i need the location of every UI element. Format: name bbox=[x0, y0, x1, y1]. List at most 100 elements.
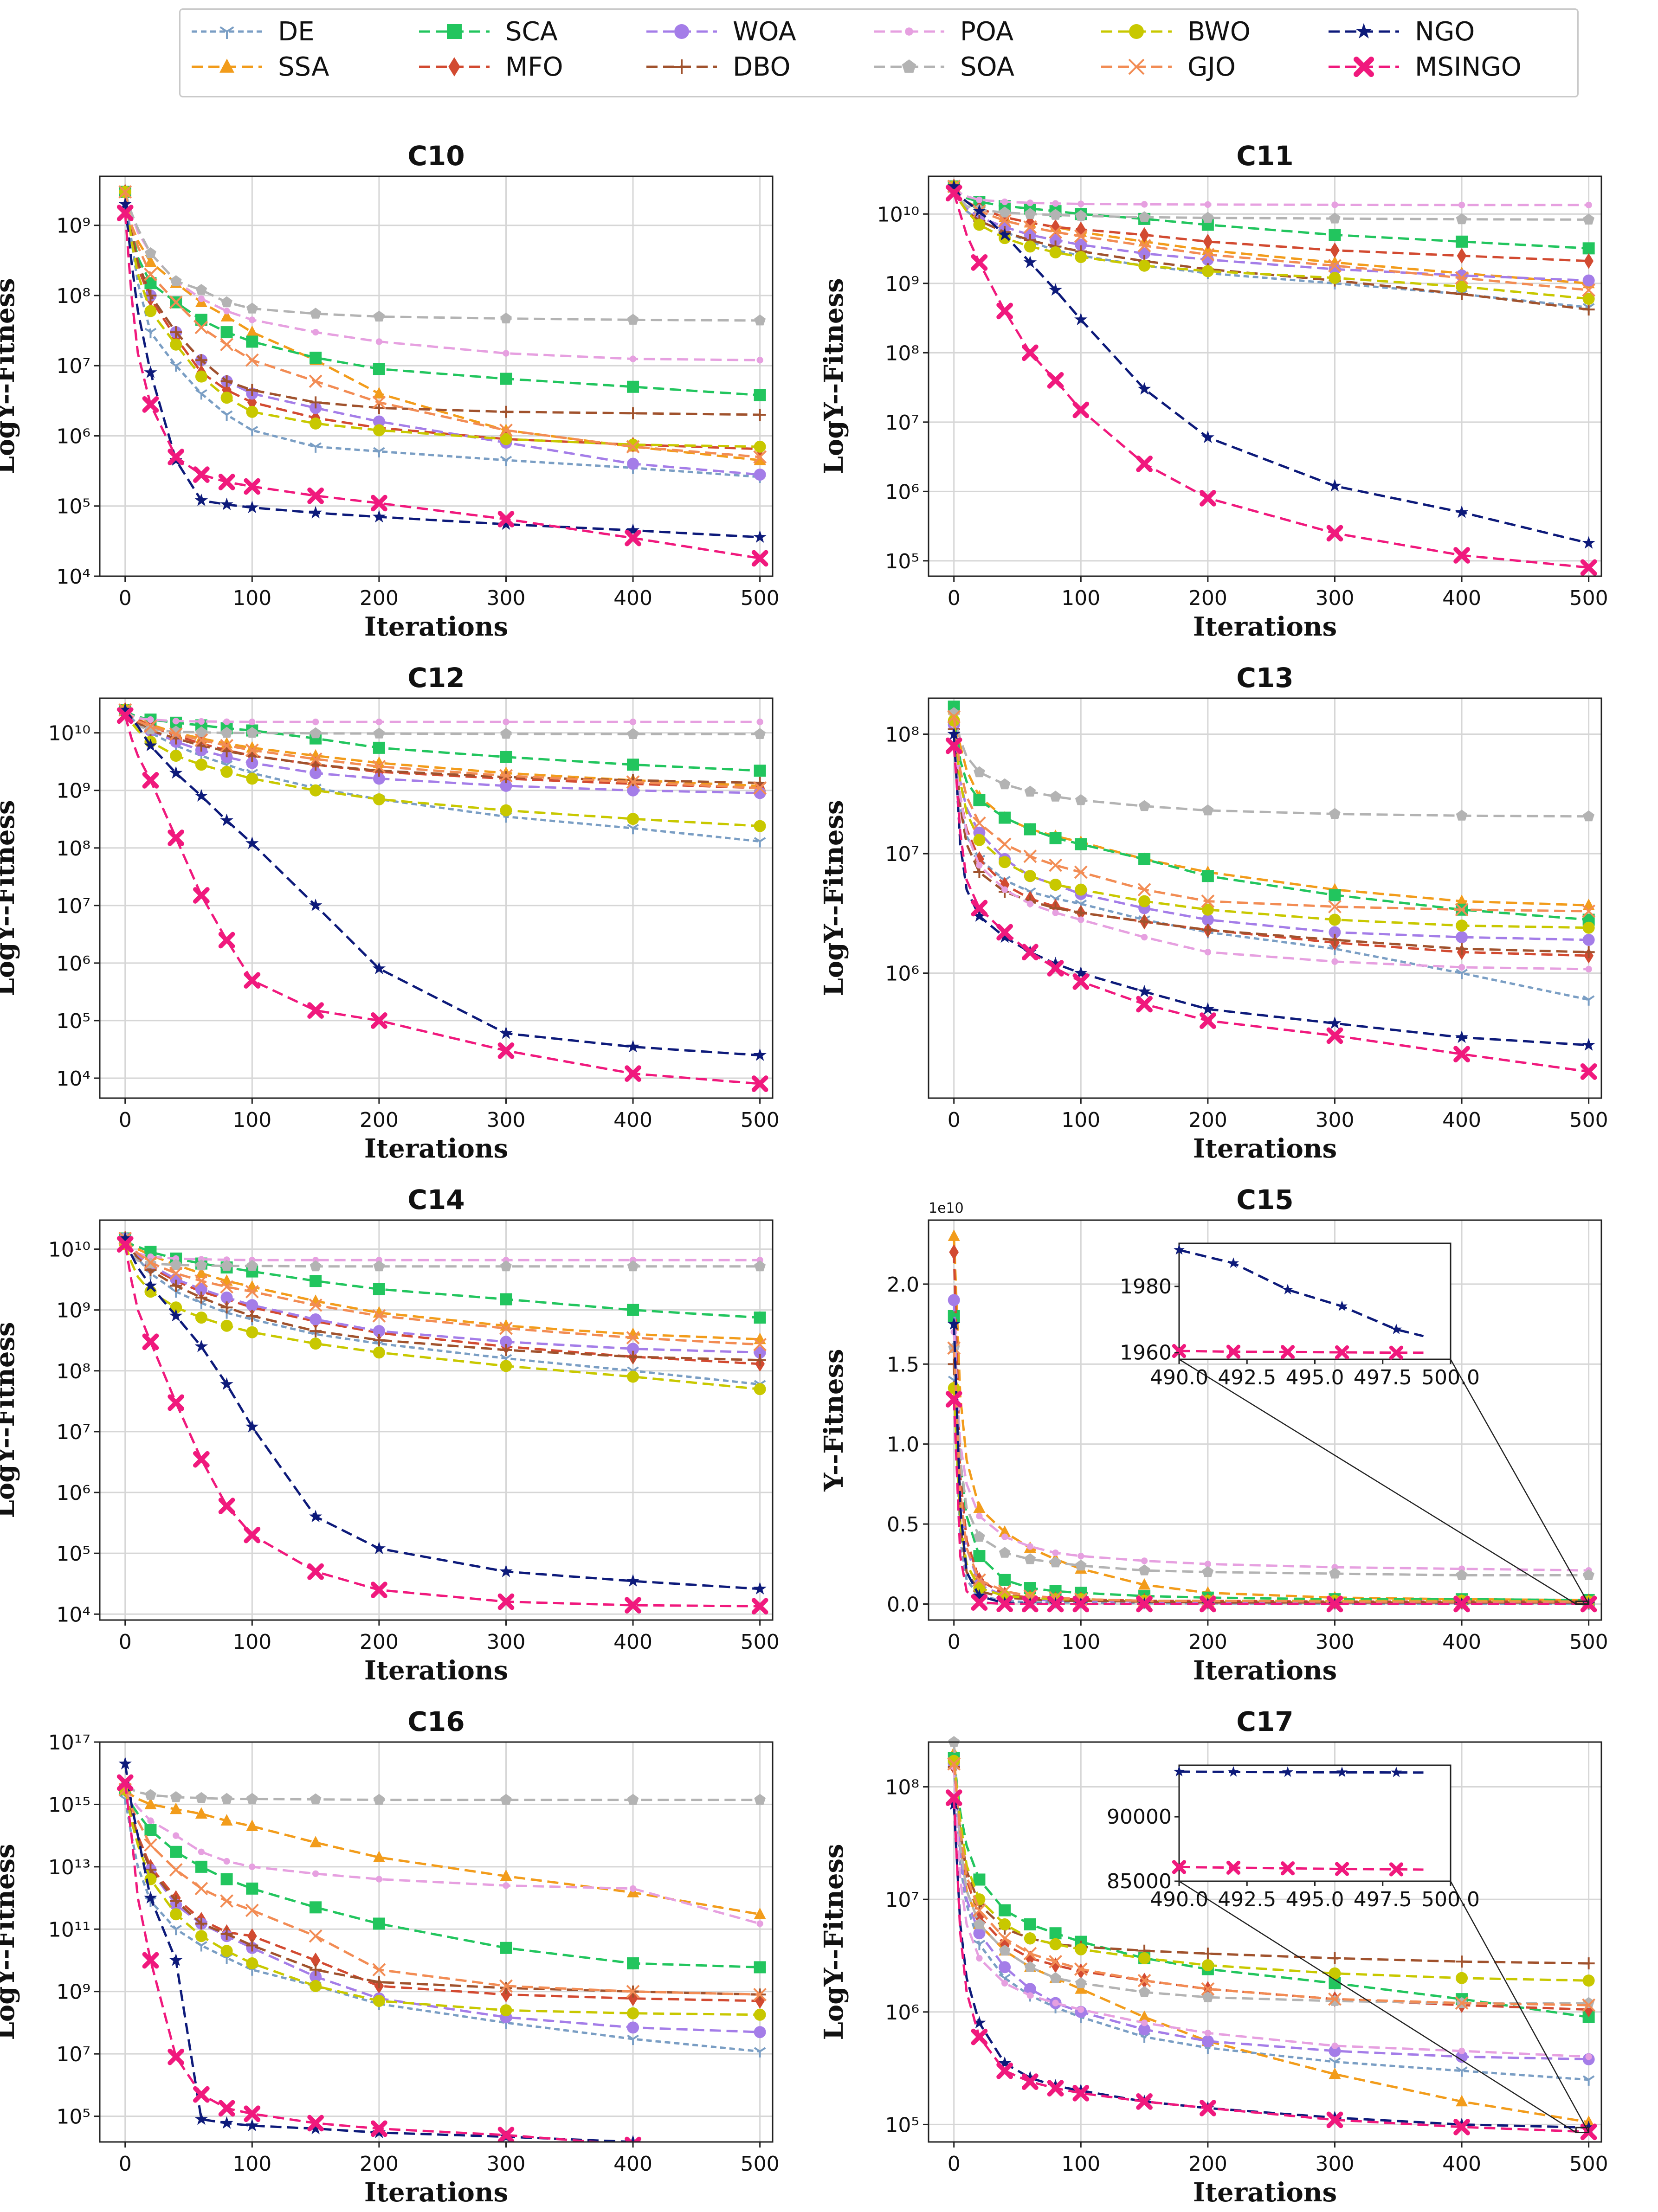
data-point bbox=[1075, 1559, 1087, 1571]
data-point bbox=[626, 1040, 640, 1053]
data-point bbox=[373, 1334, 385, 1346]
y-tick-label: 10¹⁰ bbox=[48, 722, 90, 746]
series-soa bbox=[119, 186, 766, 326]
data-point bbox=[375, 338, 383, 345]
data-point bbox=[1024, 1553, 1036, 1564]
series-line bbox=[124, 192, 760, 462]
data-point bbox=[1456, 2051, 1468, 2063]
series-gjo bbox=[118, 185, 767, 464]
data-point bbox=[627, 759, 639, 771]
data-point bbox=[1583, 810, 1594, 822]
data-point bbox=[1141, 1557, 1148, 1564]
data-point bbox=[973, 1903, 986, 1917]
data-point bbox=[170, 1301, 182, 1314]
data-point bbox=[1001, 198, 1008, 206]
data-point bbox=[753, 1337, 767, 1351]
inset-line bbox=[1179, 1248, 1424, 1337]
data-point bbox=[1580, 1063, 1597, 1080]
data-point bbox=[754, 1961, 766, 1974]
data-point bbox=[118, 703, 132, 716]
data-point bbox=[627, 2021, 639, 2034]
data-point bbox=[974, 1530, 985, 1542]
zoom-inset: 490.0 492.5 495.0 497.5 500.0 1960 1980 bbox=[1120, 1242, 1590, 1605]
data-point bbox=[754, 440, 766, 453]
data-point bbox=[1456, 269, 1468, 282]
data-point bbox=[948, 1294, 960, 1306]
legend-item-dbo: DBO bbox=[645, 51, 791, 83]
data-point bbox=[246, 727, 258, 738]
x-tick-label: 500 bbox=[741, 2152, 780, 2176]
data-point bbox=[627, 438, 639, 451]
data-point bbox=[144, 1279, 157, 1292]
data-point bbox=[999, 1904, 1011, 1916]
data-point bbox=[627, 380, 639, 393]
data-point bbox=[169, 1267, 183, 1280]
data-point bbox=[1329, 1952, 1341, 1965]
data-point bbox=[1024, 1961, 1036, 1972]
data-point bbox=[1582, 1957, 1595, 1970]
y-axis-label: Y--Fitness bbox=[819, 1349, 849, 1492]
data-point bbox=[220, 1873, 233, 1885]
data-point bbox=[373, 447, 385, 458]
legend-item-msingo: MSINGO bbox=[1327, 51, 1522, 83]
data-point bbox=[169, 766, 183, 779]
data-point bbox=[1328, 259, 1342, 273]
inset-x-tick-label: 490.0 bbox=[1150, 1888, 1208, 1911]
y-axis-label: LogY--Fitness bbox=[0, 1844, 20, 2040]
data-point bbox=[373, 1260, 385, 1272]
data-point bbox=[1074, 966, 1088, 979]
data-point bbox=[999, 1525, 1011, 1537]
chart-title: C10 bbox=[407, 140, 464, 172]
data-point bbox=[626, 1331, 640, 1344]
series-soa bbox=[119, 1780, 766, 1805]
inset-line bbox=[1179, 1350, 1424, 1354]
series-line bbox=[953, 186, 1589, 285]
series-msingo bbox=[945, 1789, 1597, 2141]
data-point bbox=[246, 772, 258, 785]
series-ngo bbox=[118, 703, 767, 1061]
plot-frame bbox=[928, 1219, 1602, 1621]
y-tick-label: 10⁸ bbox=[885, 1776, 919, 1800]
data-point bbox=[195, 1792, 207, 1803]
data-point bbox=[625, 2136, 641, 2142]
data-point bbox=[1021, 944, 1039, 961]
data-point bbox=[1331, 201, 1338, 208]
series-line bbox=[953, 1236, 1589, 1601]
data-point bbox=[1456, 810, 1468, 821]
data-point bbox=[195, 1917, 207, 1930]
data-point bbox=[245, 2118, 259, 2131]
data-point bbox=[1137, 239, 1151, 252]
chart-c13: 0 100 200 300 400 500 10⁶ 10⁷ 10⁸ C13 Iterations Lo… bbox=[819, 662, 1608, 1164]
data-point bbox=[1138, 211, 1150, 222]
y-tick-label: 10⁶ bbox=[56, 952, 90, 976]
data-point bbox=[1049, 1938, 1062, 1950]
series-bwo bbox=[948, 1755, 1595, 1987]
data-point bbox=[947, 710, 961, 724]
data-point bbox=[310, 1901, 322, 1914]
series-ngo bbox=[118, 197, 767, 543]
series-gjo bbox=[118, 1782, 767, 2001]
data-point bbox=[373, 1917, 385, 1930]
data-point bbox=[1201, 1002, 1215, 1015]
data-point bbox=[371, 2120, 387, 2137]
data-point bbox=[220, 1945, 233, 1957]
data-point bbox=[118, 1231, 132, 1244]
data-point bbox=[1455, 505, 1469, 518]
data-point bbox=[971, 254, 988, 271]
data-point bbox=[1201, 870, 1214, 882]
series-line bbox=[124, 1238, 760, 1365]
data-point bbox=[1200, 2100, 1216, 2116]
data-point bbox=[1583, 1569, 1594, 1580]
data-point bbox=[998, 2056, 1012, 2069]
inset-y-tick-label: 1960 bbox=[1120, 1341, 1172, 1365]
x-tick-label: 500 bbox=[1569, 1630, 1608, 1654]
data-point bbox=[1456, 969, 1468, 979]
series-line bbox=[953, 734, 1589, 1047]
y-tick-label: 10⁶ bbox=[56, 1481, 90, 1505]
legend-swatch bbox=[1329, 23, 1399, 39]
legend-marker bbox=[1128, 58, 1145, 75]
data-point bbox=[1330, 242, 1340, 258]
data-point bbox=[1326, 1595, 1343, 1613]
data-point bbox=[246, 405, 258, 418]
inset-x-tick-label: 492.5 bbox=[1218, 1888, 1276, 1911]
